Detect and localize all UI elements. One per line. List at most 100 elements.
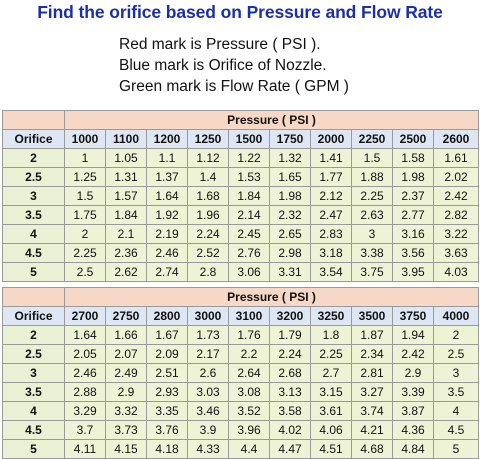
orifice-cell: 4 — [2, 224, 65, 244]
pressure-column-header: 2700 — [64, 306, 106, 326]
flow-rate-cell: 1.64 — [146, 186, 188, 206]
orifice-table-low-pressure: Pressure ( PSI ) Orifice 1000 1100 1200 1250 1… — [2, 110, 480, 282]
orifice-cell: 4 — [2, 401, 65, 421]
flow-rate-cell: 4.68 — [351, 439, 393, 459]
pressure-column-header: 1000 — [64, 129, 106, 149]
flow-rate-cell: 1.66 — [105, 325, 147, 345]
flow-rate-cell: 2.25 — [64, 243, 106, 263]
flow-rate-cell: 1.5 — [351, 148, 393, 168]
pressure-column-header: 2750 — [105, 306, 147, 326]
flow-rate-cell: 3.35 — [146, 401, 188, 421]
flow-rate-cell: 2.2 — [228, 344, 270, 364]
column-header-row: Orifice 1000 1100 1200 1250 1500 1750 2000 2250 2… — [2, 129, 480, 149]
flow-rate-cell: 4.18 — [146, 439, 188, 459]
flow-rate-cell: 2.63 — [351, 205, 393, 225]
table-row: 5 2.5 2.62 2.74 2.8 3.06 3.31 3.54 3.75 3.95 4.03 — [2, 262, 480, 282]
flow-rate-cell: 1.88 — [351, 167, 393, 187]
flow-rate-cell: 2.74 — [146, 262, 188, 282]
table-row: 2.5 2.05 2.07 2.09 2.17 2.2 2.24 2.25 2.34 2.42 2.… — [2, 344, 480, 364]
flow-rate-cell: 1.96 — [187, 205, 229, 225]
flow-rate-cell: 4.02 — [269, 420, 311, 440]
flow-rate-cell: 3.87 — [392, 401, 434, 421]
flow-rate-cell: 2.45 — [228, 224, 270, 244]
flow-rate-cell: 1.12 — [187, 148, 229, 168]
flow-rate-cell: 3.74 — [351, 401, 393, 421]
flow-rate-cell: 3.58 — [269, 401, 311, 421]
flow-rate-cell: 2.17 — [187, 344, 229, 364]
flow-rate-cell: 1.73 — [187, 325, 229, 345]
flow-rate-cell: 2.9 — [392, 363, 434, 383]
flow-rate-cell: 3.63 — [432, 243, 480, 263]
flow-rate-cell: 2.25 — [351, 186, 393, 206]
flow-rate-cell: 3.38 — [351, 243, 393, 263]
flow-rate-cell: 2.36 — [105, 243, 147, 263]
pressure-column-header: 2500 — [392, 129, 434, 149]
flow-rate-cell: 2.47 — [310, 205, 352, 225]
flow-rate-cell: 3.9 — [187, 420, 229, 440]
flow-rate-cell: 3.18 — [310, 243, 352, 263]
flow-rate-cell: 2.24 — [187, 224, 229, 244]
flow-rate-cell: 1.32 — [269, 148, 311, 168]
flow-rate-cell: 2 — [432, 325, 480, 345]
flow-rate-cell: 3.75 — [351, 262, 393, 282]
flow-rate-cell: 4.84 — [392, 439, 434, 459]
flow-rate-cell: 1.57 — [105, 186, 147, 206]
flow-rate-cell: 2.8 — [187, 262, 229, 282]
flow-rate-cell: 1.79 — [269, 325, 311, 345]
flow-rate-cell: 2.24 — [269, 344, 311, 364]
table-row: 4.5 2.25 2.36 2.46 2.52 2.76 2.98 3.18 3.38 3.56 3… — [2, 243, 480, 263]
pressure-column-header: 3500 — [351, 306, 393, 326]
flow-rate-cell: 5 — [432, 439, 480, 459]
table-row: 2 1 1.05 1.1 1.12 1.22 1.32 1.41 1.5 1.58 1.61 — [2, 148, 480, 168]
flow-rate-cell: 2.81 — [351, 363, 393, 383]
flow-rate-cell: 1.98 — [269, 186, 311, 206]
flow-rate-cell: 3 — [351, 224, 393, 244]
flow-rate-cell: 2.52 — [187, 243, 229, 263]
flow-rate-cell: 1.58 — [392, 148, 434, 168]
flow-rate-cell: 1.1 — [146, 148, 188, 168]
corner-cell — [2, 287, 65, 307]
pressure-header: Pressure ( PSI ) — [63, 110, 480, 130]
flow-rate-cell: 3.56 — [392, 243, 434, 263]
flow-rate-cell: 1.8 — [310, 325, 352, 345]
orifice-cell: 3 — [2, 363, 65, 383]
table-row: 4 2 2.1 2.19 2.24 2.45 2.65 2.83 3 3.16 3.22 — [2, 224, 480, 244]
orifice-cell: 3.5 — [2, 382, 65, 402]
flow-rate-cell: 1.22 — [228, 148, 270, 168]
flow-rate-cell: 4.06 — [310, 420, 352, 440]
flow-rate-cell: 3.08 — [228, 382, 270, 402]
pressure-column-header: 1500 — [228, 129, 270, 149]
flow-rate-cell: 2.34 — [351, 344, 393, 364]
flow-rate-cell: 3.06 — [228, 262, 270, 282]
table-row: 2.5 1.25 1.31 1.37 1.4 1.53 1.65 1.77 1.88 1.98 2.… — [2, 167, 480, 187]
orifice-cell: 2.5 — [2, 344, 65, 364]
pressure-column-header: 2000 — [310, 129, 352, 149]
table-row: 3 2.46 2.49 2.51 2.6 2.64 2.68 2.7 2.81 2.9 3 — [2, 363, 480, 383]
pressure-column-header: 3100 — [228, 306, 270, 326]
flow-rate-cell: 1.68 — [187, 186, 229, 206]
note-flow-rate: Green mark is Flow Rate ( GPM ) — [119, 78, 349, 95]
flow-rate-cell: 2.14 — [228, 205, 270, 225]
flow-rate-cell: 1.65 — [269, 167, 311, 187]
flow-rate-cell: 1.53 — [228, 167, 270, 187]
orifice-cell: 4.5 — [2, 420, 65, 440]
flow-rate-cell: 2.64 — [228, 363, 270, 383]
flow-rate-cell: 3.76 — [146, 420, 188, 440]
table-row: 3.5 2.88 2.9 2.93 3.03 3.08 3.13 3.15 3.27 3.39 3.… — [2, 382, 480, 402]
orifice-cell: 3.5 — [2, 205, 65, 225]
flow-rate-cell: 2.7 — [310, 363, 352, 383]
flow-rate-cell: 3 — [432, 363, 480, 383]
legend-notes: Red mark is Pressure ( PSI ). Blue mark … — [119, 34, 349, 97]
flow-rate-cell: 3.31 — [269, 262, 311, 282]
flow-rate-cell: 4.15 — [105, 439, 147, 459]
flow-rate-cell: 4.03 — [432, 262, 480, 282]
flow-rate-cell: 2.51 — [146, 363, 188, 383]
pressure-column-header: 3200 — [269, 306, 311, 326]
pressure-column-header: 3000 — [187, 306, 229, 326]
pressure-column-header: 1250 — [187, 129, 229, 149]
flow-rate-cell: 1.84 — [105, 205, 147, 225]
flow-rate-cell: 1.37 — [146, 167, 188, 187]
flow-rate-cell: 2.46 — [64, 363, 106, 383]
pressure-column-header: 2800 — [146, 306, 188, 326]
flow-rate-cell: 1.98 — [392, 167, 434, 187]
